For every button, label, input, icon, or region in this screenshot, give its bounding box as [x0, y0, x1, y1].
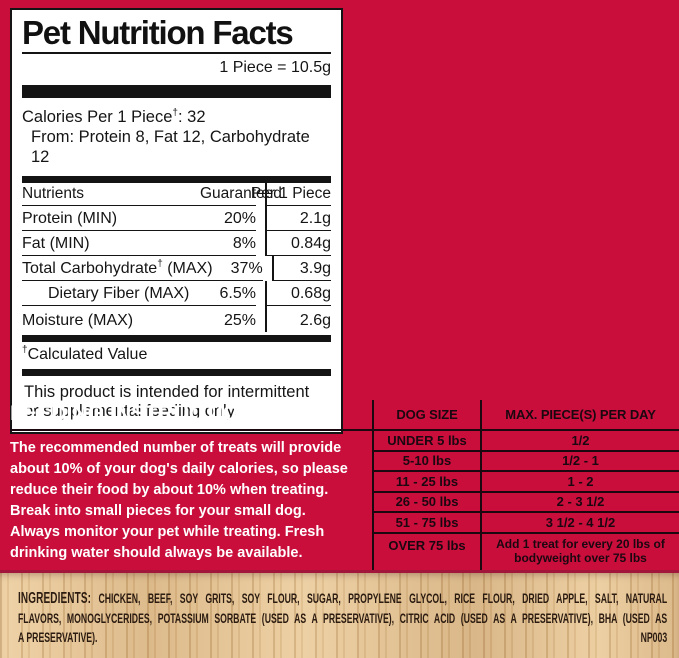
product-code: NP003: [640, 630, 668, 645]
table-row: Protein (MIN) 20% 2.1g: [22, 206, 331, 231]
ingredients-line: A PRESERVATIVE). NP003: [18, 628, 667, 648]
nutrient-per-piece: 0.84g: [265, 231, 331, 256]
calories-from-line: From: Protein 8, Fat 12, Carbohydrate 12: [31, 128, 310, 166]
nutrient-name-text: Total Carbohydrate: [22, 260, 158, 277]
dog-size-cell: 26 - 50 lbs: [372, 492, 480, 513]
ingredients-line-text: CHICKEN, BEEF, SOY GRITS, SOY FLOUR, SUG…: [98, 591, 668, 606]
feeding-body-line: The recommended number of treats will pr…: [10, 440, 342, 456]
nutrition-facts-panel: Pet Nutrition Facts 1 Piece = 10.5g Calo…: [10, 8, 343, 434]
ingredients-label: INGREDIENTS:: [18, 590, 92, 607]
table-row: Moisture (MAX) 25% 2.6g: [22, 306, 331, 332]
calories-value: : 32: [177, 108, 206, 126]
max-pieces-cell: 3 1/2 - 4 1/2: [480, 513, 679, 534]
max-pieces-cell: Add 1 treat for every 20 lbs of bodyweig…: [480, 534, 679, 573]
calories-label: Calories Per 1 Piece: [22, 108, 173, 126]
nutrient-guaranteed: 6.5%: [200, 285, 256, 306]
feeding-instructions-heading: FEEDING INSTRUCTIONS: [10, 400, 372, 431]
divider-bar: [22, 369, 331, 376]
nutrient-guaranteed: 25%: [223, 312, 256, 329]
serving-size: 1 Piece = 10.5g: [219, 59, 331, 76]
col-header-nutrients: Nutrients: [22, 185, 200, 206]
table-row: Fat (MIN) 8% 0.84g: [22, 231, 331, 256]
ingredients-line: INGREDIENTS: CHICKEN, BEEF, SOY GRITS, S…: [18, 589, 667, 609]
nutrient-per-piece: 3.9g: [271, 256, 331, 281]
max-pieces-cell: 1/2: [480, 431, 679, 452]
max-pieces-column-header: MAX. PIECE(S) PER DAY: [480, 400, 679, 431]
nutrient-per-piece: 2.6g: [265, 306, 331, 332]
divider-bar: [22, 85, 331, 98]
dagger-mark: †: [22, 344, 28, 356]
panel-title: Pet Nutrition Facts: [22, 14, 294, 51]
dog-size-cell: 5-10 lbs: [372, 451, 480, 472]
nutrient-name-suffix: (MAX): [162, 260, 213, 277]
nutrient-guaranteed: 37%: [212, 260, 263, 281]
feeding-body-line: drinking water should always be availabl…: [10, 545, 303, 561]
table-row: Dietary Fiber (MAX) 6.5% 0.68g: [22, 281, 331, 306]
nutrient-per-piece: 0.68g: [265, 281, 331, 306]
col-header-per-piece: Per 1 Piece: [251, 183, 331, 206]
nutrients-table: Nutrients Guaranteed Per 1 Piece Protein…: [22, 183, 331, 332]
divider-bar: [22, 176, 331, 183]
feeding-body-line: Break into small pieces for your small d…: [10, 503, 306, 519]
feeding-body-line: about 10% of your dog's daily calories, …: [10, 461, 348, 477]
ingredients-text-block: INGREDIENTS: CHICKEN, BEEF, SOY GRITS, S…: [18, 589, 667, 648]
dagger-mark: †: [172, 107, 178, 119]
title-rule: [22, 52, 331, 54]
nutrient-name: Dietary Fiber (MAX): [22, 285, 200, 306]
intermittent-feeding-disclaimer: This product is intended for intermitten…: [24, 383, 310, 420]
divider-bar: [22, 335, 331, 342]
nutrient-guaranteed: 8%: [200, 235, 256, 256]
max-pieces-cell: 1 - 2: [480, 472, 679, 493]
feeding-instructions-section: FEEDING INSTRUCTIONS DOG SIZE MAX. PIECE…: [0, 400, 679, 573]
max-pieces-cell: 2 - 3 1/2: [480, 492, 679, 513]
max-pieces-cell: 1/2 - 1: [480, 451, 679, 472]
nutrient-name: Total Carbohydrate† (MAX): [22, 258, 213, 281]
feeding-instructions-body: The recommended number of treats will pr…: [10, 431, 372, 573]
nutrient-name: Protein (MIN): [22, 210, 200, 231]
ingredients-line-text: A PRESERVATIVE).: [18, 630, 98, 645]
max-pieces-text: Add 1 treat for every 20 lbs of bodyweig…: [496, 537, 665, 565]
dog-size-cell: UNDER 5 lbs: [372, 431, 480, 452]
ingredients-section: INGREDIENTS: CHICKEN, BEEF, SOY GRITS, S…: [0, 570, 679, 658]
footnote: †Calculated Value: [22, 342, 331, 369]
nutrients-header-row: Nutrients Guaranteed Per 1 Piece: [22, 183, 331, 206]
ingredients-line: FLAVORS, MONOGLYCERIDES, POTASSIUM SORBA…: [18, 610, 668, 626]
nutrient-name: Moisture (MAX): [22, 312, 134, 329]
calories-line: Calories Per 1 Piece†: 32: [22, 107, 331, 127]
dog-size-column-header: DOG SIZE: [372, 400, 480, 431]
table-row: Total Carbohydrate† (MAX) 37% 3.9g: [22, 256, 331, 281]
nutrient-name: Fat (MIN): [22, 235, 200, 256]
feeding-body-line: reduce their food by about 10% when trea…: [10, 482, 329, 498]
feeding-body-line: Always monitor your pet while treating. …: [10, 524, 325, 540]
footnote-text: Calculated Value: [27, 346, 148, 363]
dagger-mark: †: [157, 258, 163, 270]
nutrient-per-piece: 2.1g: [265, 206, 331, 231]
dog-size-cell: 51 - 75 lbs: [372, 513, 480, 534]
dog-size-cell: 11 - 25 lbs: [372, 472, 480, 493]
calories-block: Calories Per 1 Piece†: 32 From: Protein …: [22, 107, 331, 167]
col-header-guaranteed: Guaranteed: [200, 185, 282, 206]
dog-size-cell: OVER 75 lbs: [372, 534, 480, 573]
nutrient-guaranteed: 20%: [200, 210, 256, 231]
